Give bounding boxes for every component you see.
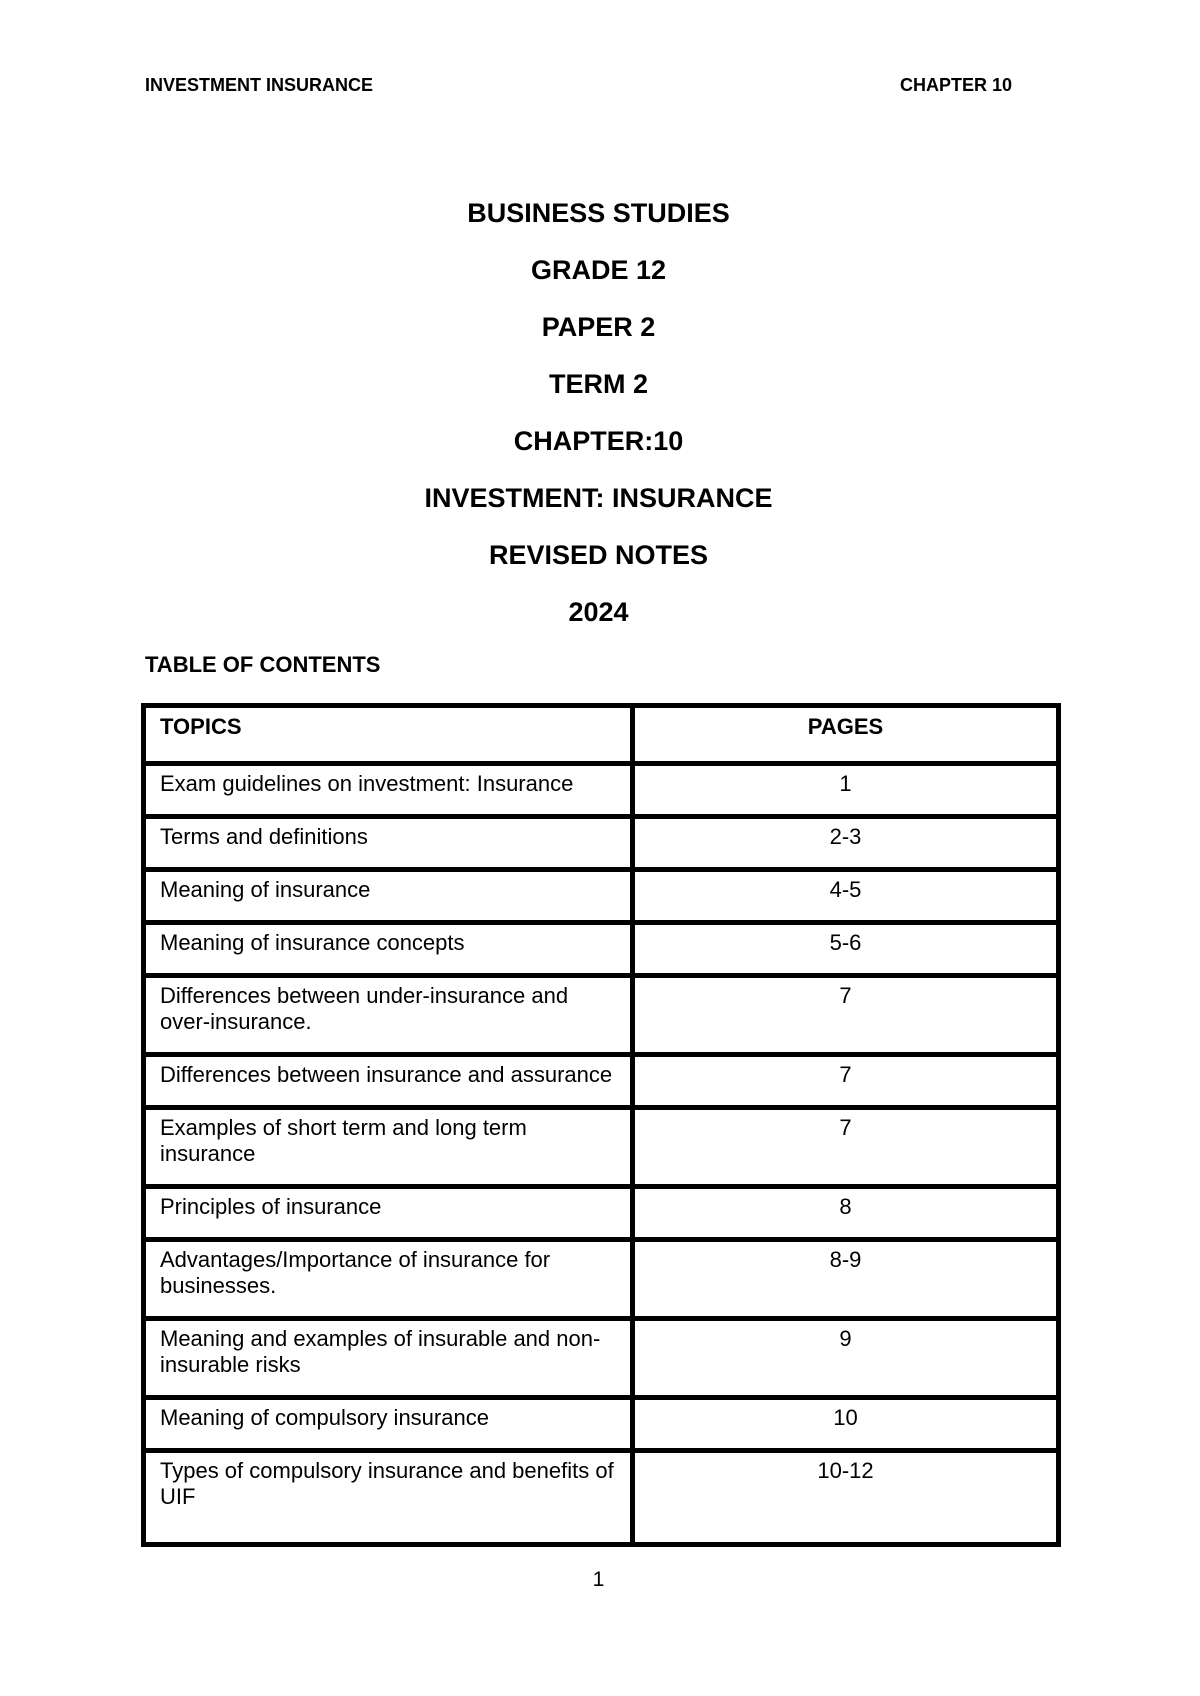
toc-cell-pages: 5-6 — [630, 920, 1061, 978]
toc-cell-topic: Meaning and examples of insurable and no… — [141, 1316, 635, 1400]
toc-row: Meaning of insurance 4-5 — [141, 867, 1061, 925]
toc-cell-pages: 4-5 — [630, 867, 1061, 925]
toc-row: Advantages/Importance of insurance for b… — [141, 1237, 1061, 1321]
toc-cell-topic: Examples of short term and long term ins… — [141, 1105, 635, 1189]
toc-header-topics: TOPICS — [141, 703, 635, 766]
title-topic: INVESTMENT: INSURANCE — [424, 483, 773, 513]
toc-row: Exam guidelines on investment: Insurance… — [141, 761, 1061, 819]
toc-heading: TABLE OF CONTENTS — [145, 652, 381, 677]
page-number: 1 — [592, 1568, 605, 1591]
toc-cell-topic: Meaning of insurance — [141, 867, 635, 925]
toc-cell-pages: 8-9 — [630, 1237, 1061, 1321]
toc-cell-topic: Meaning of compulsory insurance — [141, 1395, 635, 1453]
toc-cell-topic: Terms and definitions — [141, 814, 635, 872]
title-chapter: CHAPTER:10 — [513, 426, 684, 456]
toc-cell-pages: 10-12 — [630, 1448, 1061, 1547]
toc-cell-pages: 7 — [630, 1052, 1061, 1110]
toc-row: Meaning of insurance concepts 5-6 — [141, 920, 1061, 978]
toc-cell-topic: Differences between insurance and assura… — [141, 1052, 635, 1110]
toc-row: Terms and definitions 2-3 — [141, 814, 1061, 872]
toc-row: Differences between under-insurance and … — [141, 973, 1061, 1057]
toc-cell-topic: Exam guidelines on investment: Insurance — [141, 761, 635, 819]
toc-cell-topic: Advantages/Importance of insurance for b… — [141, 1237, 635, 1321]
running-header: INVESTMENT INSURANCE CHAPTER 10 — [145, 74, 1012, 96]
title-grade: GRADE 12 — [530, 255, 667, 285]
toc-cell-topic: Meaning of insurance concepts — [141, 920, 635, 978]
toc-row: Examples of short term and long term ins… — [141, 1105, 1061, 1189]
toc-row: Meaning and examples of insurable and no… — [141, 1316, 1061, 1400]
title-notes: REVISED NOTES — [488, 540, 709, 570]
toc-table: TOPICS PAGES Exam guidelines on investme… — [141, 703, 1061, 1547]
toc-row: Differences between insurance and assura… — [141, 1052, 1061, 1110]
title-subject: BUSINESS STUDIES — [467, 198, 730, 228]
toc-cell-topic: Differences between under-insurance and … — [141, 973, 635, 1057]
toc-cell-pages: 9 — [630, 1316, 1061, 1400]
toc-row: Types of compulsory insurance and benefi… — [141, 1448, 1061, 1547]
title-year: 2024 — [568, 597, 629, 627]
title-term: TERM 2 — [548, 369, 648, 399]
toc-row: Meaning of compulsory insurance 10 — [141, 1395, 1061, 1453]
toc-row: Principles of insurance 8 — [141, 1184, 1061, 1242]
running-header-title: INVESTMENT INSURANCE — [145, 75, 374, 95]
toc-cell-pages: 7 — [630, 1105, 1061, 1189]
title-paper: PAPER 2 — [541, 312, 656, 342]
toc-cell-pages: 1 — [630, 761, 1061, 819]
toc-cell-pages: 2-3 — [630, 814, 1061, 872]
title-block: BUSINESS STUDIES GRADE 12 PAPER 2 TERM 2… — [141, 185, 1056, 641]
toc-cell-topic: Types of compulsory insurance and benefi… — [141, 1448, 635, 1547]
toc-cell-pages: 8 — [630, 1184, 1061, 1242]
toc-header-row: TOPICS PAGES — [141, 703, 1061, 766]
toc-header-pages: PAGES — [630, 703, 1061, 766]
toc-cell-topic: Principles of insurance — [141, 1184, 635, 1242]
toc-cell-pages: 7 — [630, 973, 1061, 1057]
running-header-chapter: CHAPTER 10 — [899, 75, 1012, 95]
toc-cell-pages: 10 — [630, 1395, 1061, 1453]
